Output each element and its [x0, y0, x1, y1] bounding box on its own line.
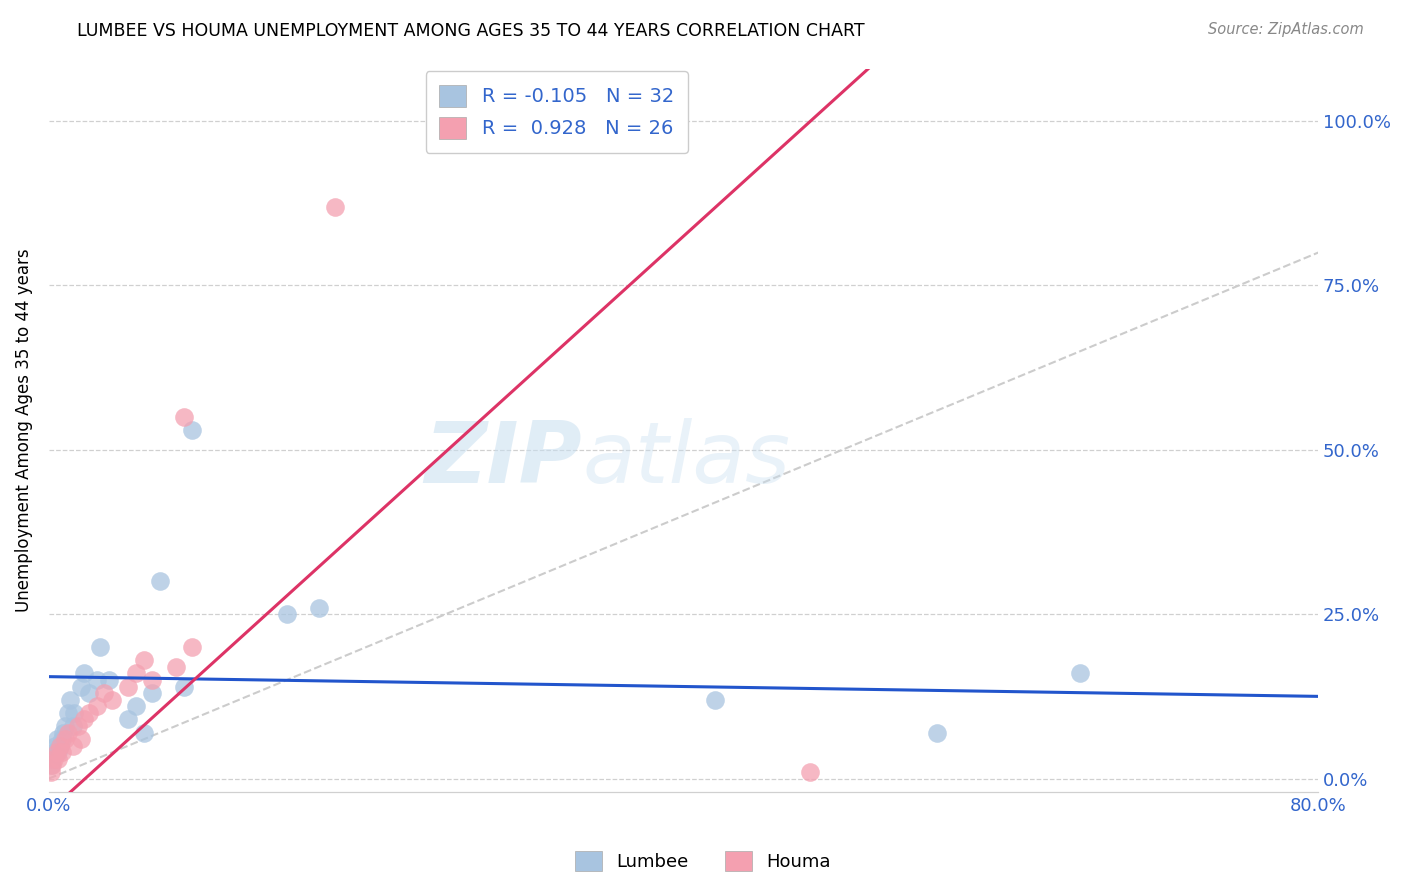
Point	[42, 752, 65, 766]
Point	[704, 692, 727, 706]
Point	[51, 745, 73, 759]
Point	[86, 673, 108, 687]
Text: atlas: atlas	[582, 417, 790, 500]
Point	[117, 680, 139, 694]
Point	[58, 692, 80, 706]
Point	[56, 706, 79, 720]
Point	[41, 752, 63, 766]
Point	[44, 739, 66, 753]
Text: ZIP: ZIP	[425, 417, 582, 500]
Point	[63, 706, 86, 720]
Point	[62, 719, 84, 733]
Text: Source: ZipAtlas.com: Source: ZipAtlas.com	[1208, 22, 1364, 37]
Point	[53, 732, 76, 747]
Point	[1069, 666, 1091, 681]
Point	[45, 745, 67, 759]
Legend: R = -0.105   N = 32, R =  0.928   N = 26: R = -0.105 N = 32, R = 0.928 N = 26	[426, 71, 688, 153]
Point	[41, 758, 63, 772]
Point	[125, 699, 148, 714]
Point	[308, 600, 330, 615]
Point	[93, 686, 115, 700]
Point	[45, 732, 67, 747]
Point	[323, 200, 346, 214]
Point	[927, 725, 949, 739]
Point	[134, 653, 156, 667]
Point	[56, 725, 79, 739]
Point	[141, 686, 163, 700]
Point	[48, 745, 70, 759]
Point	[276, 607, 298, 622]
Point	[51, 732, 73, 747]
Point	[117, 712, 139, 726]
Point	[53, 719, 76, 733]
Point	[49, 739, 72, 753]
Point	[73, 666, 96, 681]
Point	[39, 764, 62, 779]
Point	[73, 712, 96, 726]
Point	[49, 739, 72, 753]
Point	[173, 680, 195, 694]
Point	[134, 725, 156, 739]
Point	[69, 680, 91, 694]
Point	[149, 574, 172, 589]
Point	[799, 764, 821, 779]
Point	[52, 725, 75, 739]
Point	[89, 640, 111, 654]
Point	[69, 732, 91, 747]
Y-axis label: Unemployment Among Ages 35 to 44 years: Unemployment Among Ages 35 to 44 years	[15, 248, 32, 612]
Point	[98, 673, 121, 687]
Point	[125, 666, 148, 681]
Point	[165, 660, 187, 674]
Point	[62, 739, 84, 753]
Point	[77, 686, 100, 700]
Text: LUMBEE VS HOUMA UNEMPLOYMENT AMONG AGES 35 TO 44 YEARS CORRELATION CHART: LUMBEE VS HOUMA UNEMPLOYMENT AMONG AGES …	[77, 22, 865, 40]
Point	[101, 692, 124, 706]
Point	[42, 745, 65, 759]
Point	[77, 706, 100, 720]
Point	[39, 758, 62, 772]
Point	[180, 423, 202, 437]
Point	[48, 752, 70, 766]
Point	[180, 640, 202, 654]
Point	[66, 719, 89, 733]
Point	[86, 699, 108, 714]
Legend: Lumbee, Houma: Lumbee, Houma	[568, 844, 838, 879]
Point	[141, 673, 163, 687]
Point	[173, 409, 195, 424]
